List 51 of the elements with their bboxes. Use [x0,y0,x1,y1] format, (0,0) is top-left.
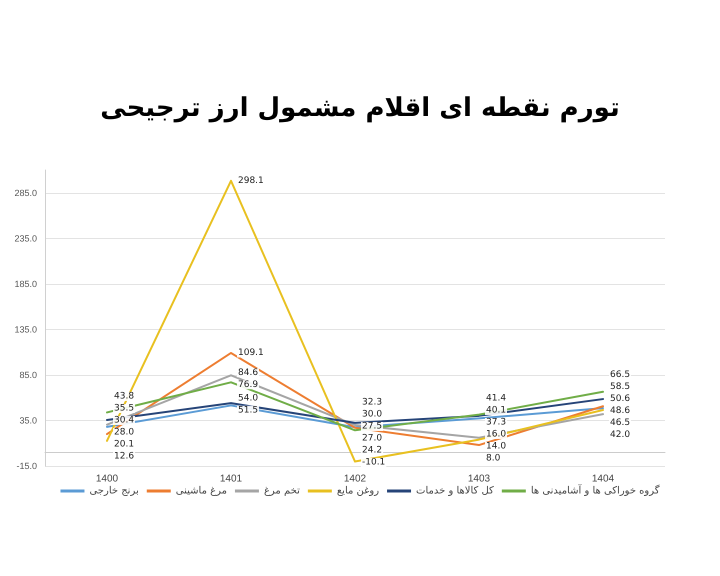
data-label: 84.6 [238,368,258,378]
y-tick-label: 185.0 [14,278,37,289]
data-label: 27.0 [362,433,382,444]
data-label: 8.0 [486,454,501,464]
data-label: 66.5 [610,370,630,380]
data-label: 32.3 [362,397,382,408]
line-series [106,374,604,439]
data-label: 12.6 [114,451,134,462]
data-label: 27.5 [362,421,382,432]
y-tick-label: 35.0 [19,415,37,426]
legend-label: کل کالاها و خدمات [416,486,494,496]
data-label: 41.4 [486,394,506,404]
data-label: 43.8 [114,391,134,402]
data-label: 58.5 [610,382,630,392]
data-label: 40.1 [486,406,506,416]
chart-title: تورم نقطه ای اقلام مشمول ارز ترجیحی [100,93,620,123]
data-label: 35.5 [114,403,134,414]
data-label: 16.0 [486,430,506,440]
x-tick-label: 1402 [344,474,367,484]
data-label: 30.0 [362,409,382,420]
data-label: 48.6 [610,406,630,416]
legend-label: تخم مرغ [264,486,300,496]
legend-label: گروه خوراکی ها و آشامیدنی ها [530,484,660,496]
data-label: 24.2 [362,445,382,456]
data-label: 46.5 [610,418,630,428]
data-label: 76.9 [238,380,258,390]
data-label: 50.6 [610,394,630,404]
legend-label: روغن مایع [336,486,380,496]
data-label: 51.5 [238,405,258,416]
data-label: 109.1 [238,348,264,358]
data-label: -10.1 [362,457,386,468]
x-tick-label: 1401 [220,474,243,484]
y-tick-label: 135.0 [14,324,37,334]
data-label: 20.1 [114,439,134,450]
data-label: 54.0 [238,393,258,404]
data-label: 28.0 [114,427,134,438]
data-label: 298.1 [238,176,264,186]
x-tick-label: 1403 [468,474,491,484]
data-label: 30.4 [114,415,134,426]
legend-label: برنج خارجی [89,486,139,496]
data-label: 14.0 [486,442,506,452]
line-series [106,404,604,428]
legend-label: مرغ ماشینی [176,486,227,496]
y-tick-label: 235.0 [14,233,37,244]
x-tick-label: 1404 [592,474,615,484]
data-label: 37.3 [486,418,506,428]
y-tick-label: -15.0 [16,461,37,471]
data-label: 42.0 [610,430,630,440]
x-tick-label: 1400 [96,474,119,484]
y-tick-label: 85.0 [19,370,37,380]
y-tick-label: 285.0 [14,188,37,198]
